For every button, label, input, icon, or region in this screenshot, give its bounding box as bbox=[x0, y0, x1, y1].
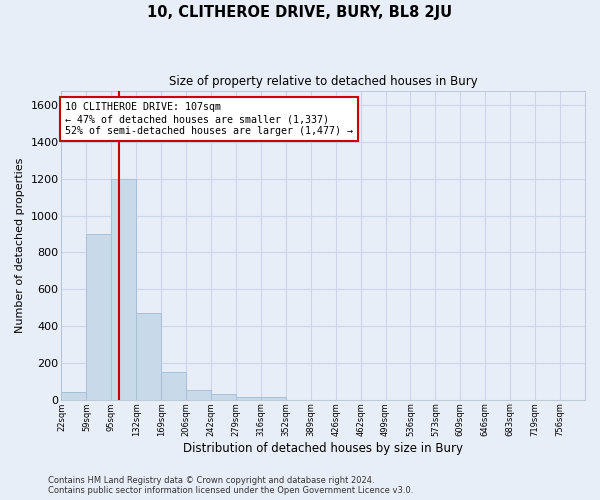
Y-axis label: Number of detached properties: Number of detached properties bbox=[15, 158, 25, 333]
X-axis label: Distribution of detached houses by size in Bury: Distribution of detached houses by size … bbox=[183, 442, 463, 455]
Bar bbox=[236, 397, 261, 400]
Bar bbox=[211, 394, 236, 400]
Bar bbox=[61, 392, 86, 400]
Bar bbox=[112, 179, 136, 400]
Bar bbox=[136, 313, 161, 400]
Bar bbox=[261, 397, 286, 400]
Bar bbox=[86, 234, 112, 400]
Title: Size of property relative to detached houses in Bury: Size of property relative to detached ho… bbox=[169, 75, 478, 88]
Bar bbox=[186, 390, 211, 400]
Bar bbox=[161, 372, 186, 400]
Text: 10, CLITHEROE DRIVE, BURY, BL8 2JU: 10, CLITHEROE DRIVE, BURY, BL8 2JU bbox=[148, 5, 452, 20]
Text: Contains HM Land Registry data © Crown copyright and database right 2024.
Contai: Contains HM Land Registry data © Crown c… bbox=[48, 476, 413, 495]
Text: 10 CLITHEROE DRIVE: 107sqm
← 47% of detached houses are smaller (1,337)
52% of s: 10 CLITHEROE DRIVE: 107sqm ← 47% of deta… bbox=[65, 102, 353, 136]
